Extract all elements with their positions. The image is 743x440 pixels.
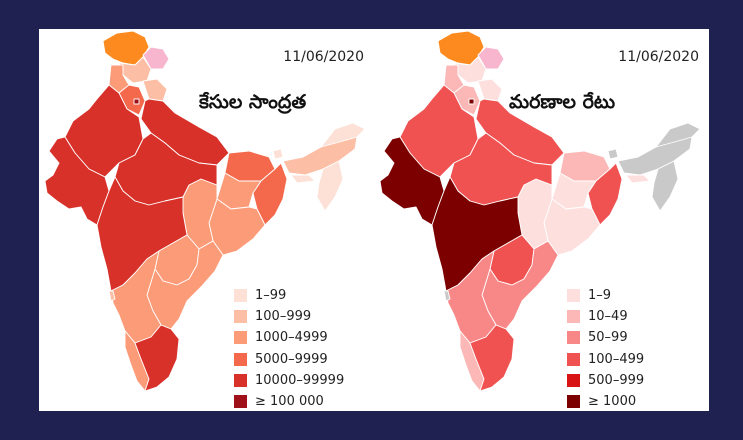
legend-item: 1–9 [567, 285, 644, 305]
state-karnataka [110, 250, 162, 344]
legend-item: 50–99 [567, 328, 644, 348]
state-sikkim [272, 148, 284, 160]
legend-item: 1–99 [234, 285, 344, 305]
state-meghalaya [625, 174, 651, 184]
state-goa [443, 290, 451, 302]
map-legend: 1–9 10–49 50–99 100–499 500–999 ≥ 1000 [567, 285, 644, 413]
map-date: 11/06/2020 [283, 49, 364, 65]
legend-label: 50–99 [588, 330, 628, 346]
legend-label: 1–9 [588, 287, 612, 303]
state-himachal [453, 56, 487, 84]
legend-label: 100–499 [588, 351, 645, 367]
state-arunachal [655, 122, 701, 148]
state-northeast-assam [282, 132, 358, 176]
state-himachal [118, 56, 152, 84]
legend-item: 100–499 [567, 349, 644, 369]
legend-label: 10000–99999 [255, 373, 345, 389]
state-uttarakhand [142, 78, 168, 102]
legend-label: 100–999 [255, 308, 312, 324]
legend-item: ≥ 1000 [567, 392, 644, 412]
state-northeast-south [651, 160, 679, 212]
state-karnataka [445, 250, 497, 344]
map-card: 11/06/2020 కేసుల సాంద్రత 1–99 100–999 10… [39, 29, 709, 411]
india-case-density-map [44, 30, 366, 392]
state-west-bengal [587, 162, 623, 226]
state-meghalaya [290, 174, 316, 184]
state-gujarat [379, 136, 445, 226]
state-goa [108, 290, 116, 302]
state-west-bengal [252, 162, 288, 226]
legend-swatch [234, 352, 247, 366]
legend-swatch [234, 374, 247, 388]
state-northeast-south [316, 160, 344, 212]
state-uttarakhand [477, 78, 503, 102]
map-title: కేసుల సాంద్రత [199, 91, 307, 113]
legend-item: ≥ 100 000 [234, 392, 344, 412]
legend-item: 100–999 [234, 306, 344, 326]
state-tamil-nadu [134, 324, 180, 392]
legend-item: 5000–9999 [234, 349, 344, 369]
legend-item: 1000–4999 [234, 328, 344, 348]
map-title: మరణాల రేటు [509, 91, 616, 113]
legend-label: 10–49 [588, 308, 628, 324]
legend-swatch [567, 374, 580, 388]
legend-label: 5000–9999 [255, 351, 328, 367]
legend-label: 1000–4999 [255, 330, 328, 346]
legend-swatch [234, 288, 247, 302]
legend-label: 500–999 [588, 373, 645, 389]
map-legend: 1–99 100–999 1000–4999 5000–9999 10000–9… [234, 285, 344, 413]
case-density-panel: 11/06/2020 కేసుల సాంద్రత 1–99 100–999 10… [39, 29, 374, 411]
legend-label: 1–99 [255, 287, 287, 303]
legend-swatch [234, 331, 247, 345]
state-delhi [468, 98, 475, 105]
state-northeast-assam [617, 132, 693, 176]
death-rate-panel: 11/06/2020 మరణాల రేటు 1–9 10–49 50–99 10… [374, 29, 709, 411]
state-delhi [133, 98, 140, 105]
legend-swatch [567, 288, 580, 302]
state-tamil-nadu [469, 324, 515, 392]
india-death-rate-map [379, 30, 701, 392]
legend-item: 10000–99999 [234, 371, 344, 391]
legend-label: ≥ 1000 [588, 394, 637, 410]
legend-swatch [234, 309, 247, 323]
legend-swatch [567, 352, 580, 366]
state-sikkim [607, 148, 619, 160]
legend-swatch [567, 309, 580, 323]
legend-item: 500–999 [567, 371, 644, 391]
state-arunachal [320, 122, 366, 148]
legend-swatch [567, 395, 580, 409]
legend-swatch [567, 331, 580, 345]
state-gujarat [44, 136, 110, 226]
legend-swatch [234, 395, 247, 409]
legend-label: ≥ 100 000 [255, 394, 324, 410]
legend-item: 10–49 [567, 306, 644, 326]
map-date: 11/06/2020 [618, 49, 699, 65]
